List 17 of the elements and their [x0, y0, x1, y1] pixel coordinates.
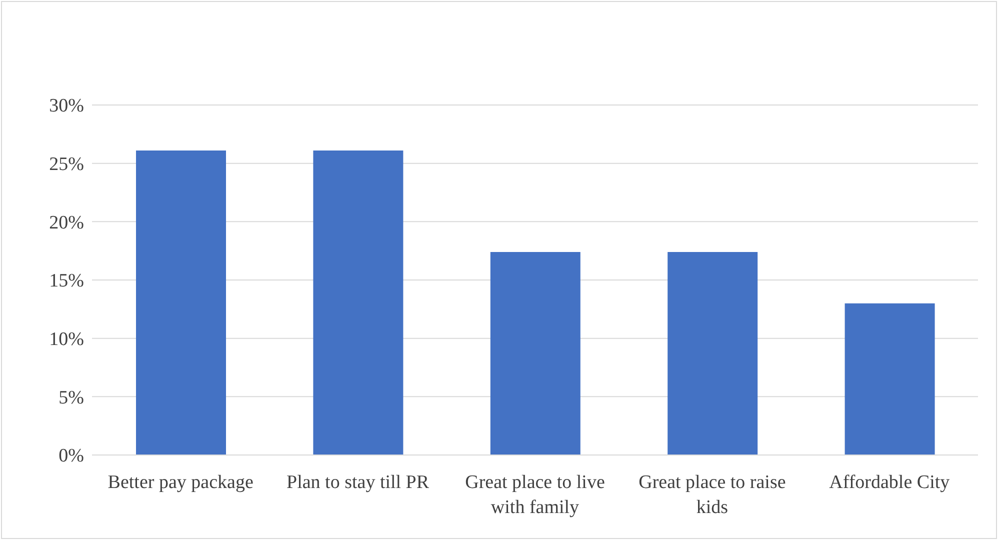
y-tick-label: 15% — [49, 270, 84, 292]
y-tick-label: 25% — [49, 154, 84, 176]
bar — [668, 252, 758, 455]
x-tick-label: Better pay package — [108, 472, 254, 494]
bar — [136, 150, 226, 455]
bar — [844, 303, 935, 455]
x-tick-label: Plan to stay till PR — [286, 472, 430, 494]
y-tick-label: 5% — [58, 387, 84, 408]
y-tick-label: 0% — [58, 446, 84, 467]
y-tick-label: 10% — [49, 329, 84, 350]
x-tick-label: Great place to live with family — [465, 472, 605, 518]
bar — [313, 150, 404, 455]
y-tick-label: 30% — [49, 96, 84, 117]
x-tick-label: Affordable City — [829, 472, 950, 494]
x-tick-label: Great place to raise kids — [638, 472, 786, 518]
y-tick-label: 20% — [49, 212, 84, 234]
bar — [490, 252, 580, 455]
